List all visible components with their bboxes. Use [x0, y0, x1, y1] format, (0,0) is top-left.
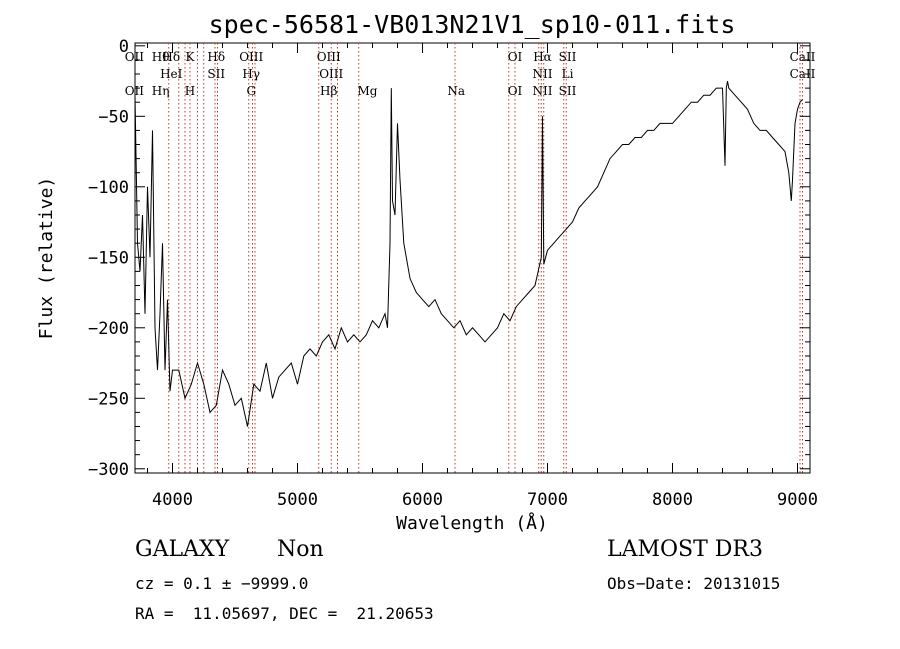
- x-axis: 4000 5000 6000 7000 8000 9000: [147, 43, 818, 510]
- line-label: Hδ: [162, 50, 180, 64]
- line-label: OI: [508, 50, 523, 64]
- line-label: OII: [125, 84, 145, 98]
- x-tick-label: 9000: [777, 490, 818, 510]
- y-tick-label: −50: [98, 107, 129, 127]
- line-label: Hη: [152, 84, 170, 98]
- object-type: GALAXY: [135, 537, 230, 562]
- spectrum-series-line: [134, 81, 803, 427]
- line-label: NII: [533, 84, 553, 98]
- line-label: OIII: [319, 67, 343, 81]
- line-label: OI: [508, 84, 523, 98]
- x-tick-label: 5000: [277, 490, 318, 510]
- line-label: Hθ: [152, 50, 170, 64]
- ra-dec: RA = 11.05697, DEC = 21.20653: [135, 604, 434, 623]
- line-label: H: [185, 84, 195, 98]
- line-label: SII: [559, 84, 577, 98]
- survey-name: LAMOST DR3: [607, 537, 763, 562]
- line-label: SII: [207, 67, 225, 81]
- y-tick-label: −200: [88, 319, 129, 339]
- line-label: OII: [125, 50, 145, 64]
- line-label: Mg: [358, 84, 378, 98]
- line-label: Hδ: [207, 50, 225, 64]
- y-tick-label: −250: [88, 389, 129, 409]
- y-tick-label: −150: [88, 248, 129, 268]
- x-axis-label: Wavelength (Å): [396, 512, 548, 534]
- x-tick-label: 7000: [527, 490, 568, 510]
- line-label: K: [186, 50, 196, 64]
- y-axis-label: Flux (relative): [36, 177, 57, 340]
- obs-date: Obs−Date: 20131015: [607, 574, 781, 593]
- x-tick-label: 8000: [652, 490, 693, 510]
- object-subclass: Non: [277, 537, 324, 562]
- marker-lines: [168, 43, 803, 473]
- line-label: HeI: [160, 67, 183, 81]
- line-label: Li: [562, 67, 574, 81]
- x-tick-label: 4000: [152, 490, 193, 510]
- line-label: SII: [559, 50, 577, 64]
- line-label: CaII: [790, 50, 816, 64]
- y-tick-label: −300: [88, 460, 129, 480]
- line-label: G: [246, 84, 256, 98]
- y-tick-label: −100: [88, 178, 129, 198]
- line-label: Hα: [533, 50, 552, 64]
- y-tick-label: 0: [119, 37, 129, 57]
- line-label: Na: [447, 84, 465, 98]
- x-tick-label: 6000: [402, 490, 443, 510]
- cz-value: cz = 0.1 ± −9999.0: [135, 574, 309, 593]
- line-label: OIII: [317, 50, 341, 64]
- chart-title: spec-56581-VB013N21V1_sp10-011.fits: [209, 10, 736, 39]
- line-label: CaII: [790, 67, 816, 81]
- line-label: OIII: [239, 50, 263, 64]
- plot-frame: [134, 42, 811, 474]
- line-label: NII: [533, 67, 553, 81]
- line-label: Hβ: [320, 84, 337, 98]
- line-label: Hγ: [242, 67, 260, 81]
- y-axis: 0 −50 −100 −150 −200 −250 −300: [88, 37, 810, 480]
